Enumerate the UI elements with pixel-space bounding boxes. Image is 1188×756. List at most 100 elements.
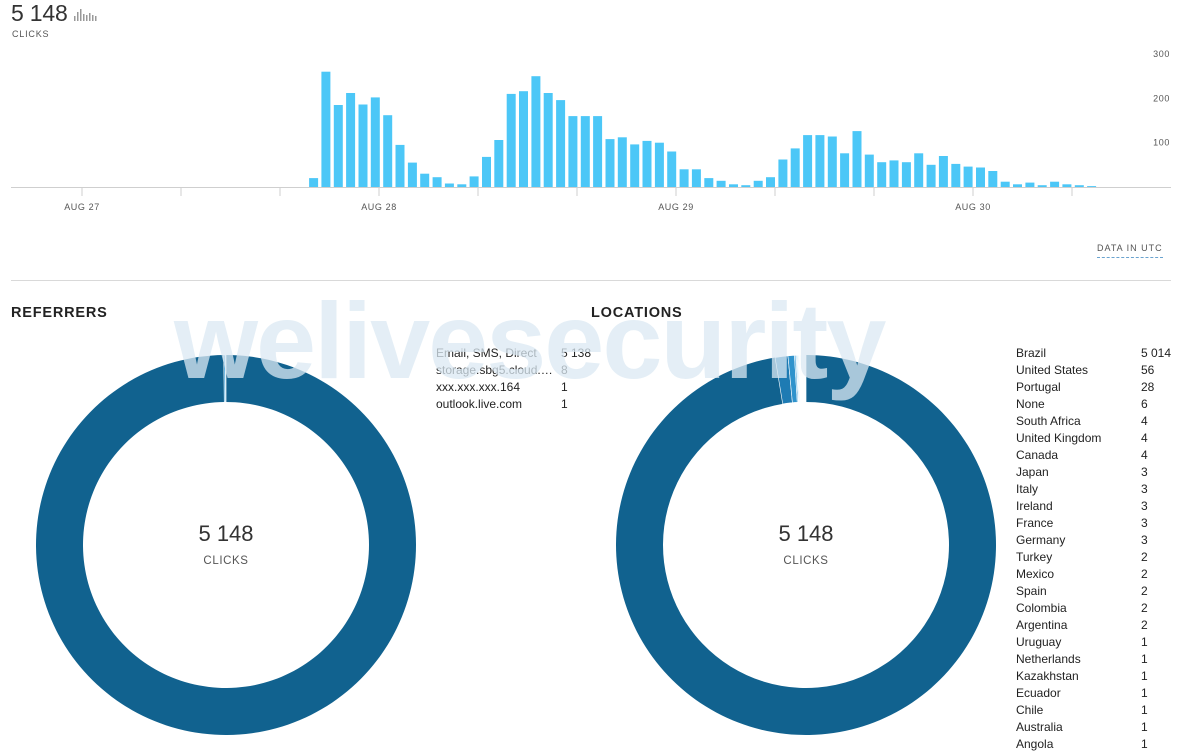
locations-list-item[interactable]: Netherlands 1 [1016,651,1186,668]
chart-bar[interactable] [642,140,652,187]
locations-list-item[interactable]: Ecuador 1 [1016,685,1186,702]
locations-list-item[interactable]: Chile 1 [1016,702,1186,719]
chart-bar[interactable] [1087,186,1097,187]
referrers-list-item[interactable]: storage.sbg5.cloud.ovh.net 8 [436,362,606,379]
locations-item-name: South Africa [1016,414,1081,428]
locations-list-item[interactable]: Colombia 2 [1016,600,1186,617]
chart-bar[interactable] [1013,184,1022,187]
locations-list-item[interactable]: Australia 1 [1016,719,1186,736]
locations-list-item[interactable]: Argentina 2 [1016,617,1186,634]
chart-bar[interactable] [926,164,936,187]
locations-list-item[interactable]: None 6 [1016,396,1186,413]
chart-bar[interactable] [679,169,689,187]
chart-bar[interactable] [803,135,813,187]
referrers-list-item[interactable]: outlook.live.com 1 [436,396,606,413]
chart-bar[interactable] [963,166,973,187]
chart-bar[interactable] [827,136,837,188]
chart-bar[interactable] [741,185,751,187]
chart-bar[interactable] [877,162,887,187]
chart-bar[interactable] [395,144,405,187]
chart-bar[interactable] [864,154,874,187]
chart-bar[interactable] [309,178,319,187]
chart-bar[interactable] [506,93,516,187]
chart-bar[interactable] [630,144,640,187]
chart-bar[interactable] [691,169,701,187]
referrers-list-item[interactable]: xxx.xxx.xxx.164 1 [436,379,606,396]
chart-bar[interactable] [976,167,985,188]
chart-bar[interactable] [482,156,491,187]
chart-bar[interactable] [444,183,454,188]
locations-item-name: United Kingdom [1016,431,1102,445]
locations-list-item[interactable]: Angola 1 [1016,736,1186,753]
chart-bar[interactable] [457,184,467,187]
chart-bar[interactable] [407,162,417,187]
chart-bar[interactable] [580,116,590,187]
chart-bar[interactable] [494,140,504,187]
chart-bar[interactable] [358,104,368,188]
section-divider [11,280,1171,281]
chart-bar[interactable] [568,116,578,187]
locations-list-item[interactable]: South Africa 4 [1016,413,1186,430]
chart-bar[interactable] [901,162,911,187]
locations-list-item[interactable]: Uruguay 1 [1016,634,1186,651]
chart-bar[interactable] [333,105,343,187]
locations-list-item[interactable]: Italy 3 [1016,481,1186,498]
chart-bar[interactable] [667,151,677,188]
locations-list-item[interactable]: Japan 3 [1016,464,1186,481]
chart-bar[interactable] [951,163,961,187]
chart-bar[interactable] [840,153,850,187]
timezone-toggle[interactable]: DATA IN UTC [1097,243,1163,258]
chart-bar[interactable] [1037,185,1047,187]
chart-bar[interactable] [1025,182,1035,187]
referrers-item-name: storage.sbg5.cloud.ovh.net [436,363,554,377]
chart-bar[interactable] [729,184,738,187]
locations-list-item[interactable]: Kazakhstan 1 [1016,668,1186,685]
bar-chart-icon[interactable] [74,9,98,21]
chart-bar[interactable] [790,148,800,187]
referrers-item-value: 1 [561,380,568,394]
chart-bar[interactable] [605,139,615,187]
chart-bar[interactable] [654,142,664,187]
chart-bar[interactable] [766,177,775,187]
chart-bar[interactable] [1062,184,1072,187]
chart-bar[interactable] [593,116,603,187]
locations-list-item[interactable]: Germany 3 [1016,532,1186,549]
locations-list-item[interactable]: United States 56 [1016,362,1186,379]
chart-bar[interactable] [704,178,714,187]
chart-bar[interactable] [617,137,627,187]
locations-list-item[interactable]: Brazil 5 014 [1016,345,1186,362]
chart-bar[interactable] [938,156,948,187]
chart-bar[interactable] [321,71,331,187]
chart-bar[interactable] [1074,185,1084,187]
chart-bar[interactable] [914,153,924,187]
chart-bar[interactable] [753,180,763,187]
locations-list-item[interactable]: France 3 [1016,515,1186,532]
chart-bar[interactable] [716,180,726,187]
chart-bar[interactable] [370,97,380,187]
locations-list-item[interactable]: Ireland 3 [1016,498,1186,515]
locations-list-item[interactable]: Canada 4 [1016,447,1186,464]
locations-list-item[interactable]: United Kingdom 4 [1016,430,1186,447]
chart-bar[interactable] [383,115,393,187]
chart-bar[interactable] [778,159,788,188]
locations-list-item[interactable]: Mexico 2 [1016,566,1186,583]
locations-list-item[interactable]: Portugal 28 [1016,379,1186,396]
locations-list-item[interactable]: Spain 2 [1016,583,1186,600]
chart-bar[interactable] [519,91,528,187]
locations-list-item[interactable]: Turkey 2 [1016,549,1186,566]
referrers-list-item[interactable]: Email, SMS, Direct 5 138 [436,345,606,362]
chart-bar[interactable] [815,135,825,187]
chart-bar[interactable] [531,76,541,187]
chart-bar[interactable] [852,131,862,187]
x-tick-label: AUG 28 [361,202,397,212]
chart-bar[interactable] [432,177,442,187]
chart-bar[interactable] [346,93,356,187]
chart-bar[interactable] [1000,181,1010,187]
chart-bar[interactable] [1050,181,1060,187]
chart-bar[interactable] [556,100,566,187]
chart-bar[interactable] [889,160,899,187]
chart-bar[interactable] [988,171,998,187]
chart-bar[interactable] [469,176,479,187]
chart-bar[interactable] [420,173,430,187]
chart-bar[interactable] [543,93,553,187]
